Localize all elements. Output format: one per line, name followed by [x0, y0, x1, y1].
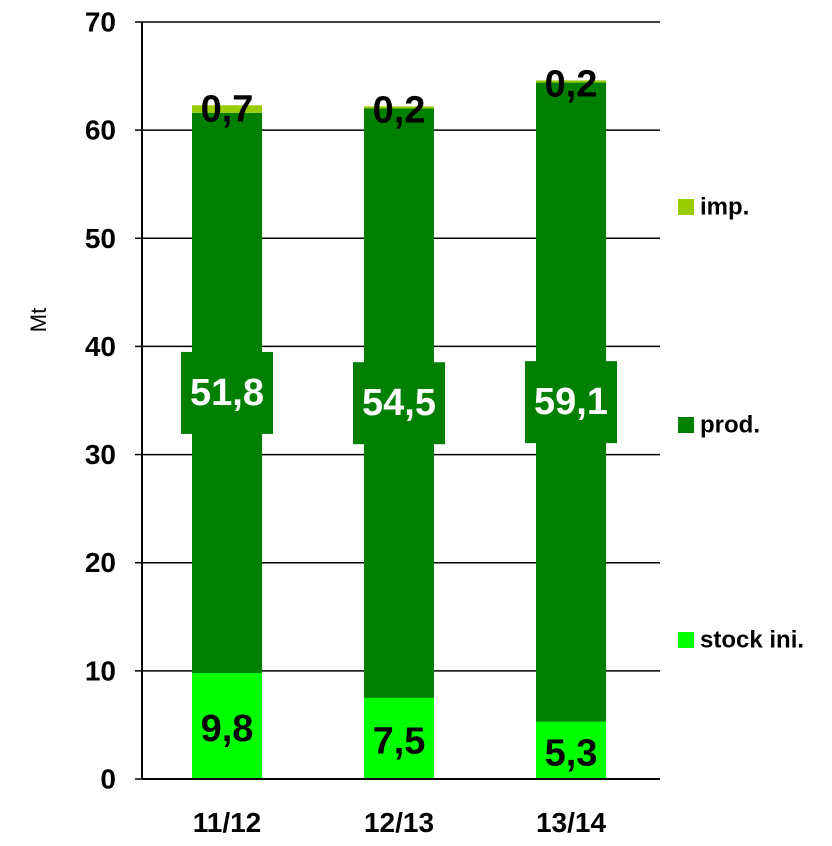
- data-labels: 9,8 51,8 0,7 7,5 54,5 0,2 5,3 59,1 0,2: [181, 63, 617, 774]
- y-tick-label: 60: [85, 115, 116, 146]
- data-label: 7,5: [373, 720, 426, 762]
- data-label: 54,5: [362, 382, 436, 424]
- y-tick-label: 0: [100, 764, 116, 795]
- y-tick-label: 70: [85, 7, 116, 38]
- bar-segment: [364, 697, 434, 779]
- data-label-box: [181, 351, 273, 434]
- bar-segment: [192, 105, 262, 113]
- data-label: 0,7: [201, 88, 254, 130]
- axes: [141, 22, 660, 780]
- legend-label: stock ini.: [700, 627, 804, 654]
- data-label: 51,8: [190, 372, 264, 414]
- data-label-box: [525, 361, 617, 444]
- legend-label: prod.: [700, 412, 760, 439]
- bars: [192, 80, 606, 779]
- y-tick-labels: 0 10 20 30 40 50 60 70: [85, 7, 116, 795]
- x-tick-labels: 11/12 12/13 13/14: [193, 807, 607, 838]
- y-tick-label: 50: [85, 223, 116, 254]
- x-tick-label: 11/12: [193, 807, 262, 838]
- y-tick-label: 10: [85, 655, 116, 686]
- bar-segment: [364, 106, 434, 109]
- data-label: 0,2: [545, 63, 598, 105]
- y-tick-label: 40: [85, 331, 116, 362]
- legend-swatch: [678, 199, 694, 215]
- bar-segment: [536, 721, 606, 779]
- y-tick-label: 20: [85, 547, 116, 578]
- y-tick-label: 30: [85, 439, 116, 470]
- data-label: 9,8: [201, 708, 254, 750]
- data-label: 0,2: [373, 89, 426, 131]
- legend: imp. prod. stock ini.: [678, 194, 804, 654]
- bar-segment: [192, 673, 262, 779]
- legend-swatch: [678, 417, 694, 433]
- data-label: 59,1: [534, 381, 608, 423]
- data-label-box: [353, 362, 445, 445]
- y-axis-label: Mt: [26, 308, 51, 332]
- x-tick-label: 13/14: [536, 807, 606, 838]
- bar-segment: [536, 80, 606, 83]
- x-tick-label: 12/13: [364, 807, 434, 838]
- data-label: 5,3: [545, 732, 598, 774]
- legend-label: imp.: [700, 194, 749, 221]
- legend-swatch: [678, 632, 694, 648]
